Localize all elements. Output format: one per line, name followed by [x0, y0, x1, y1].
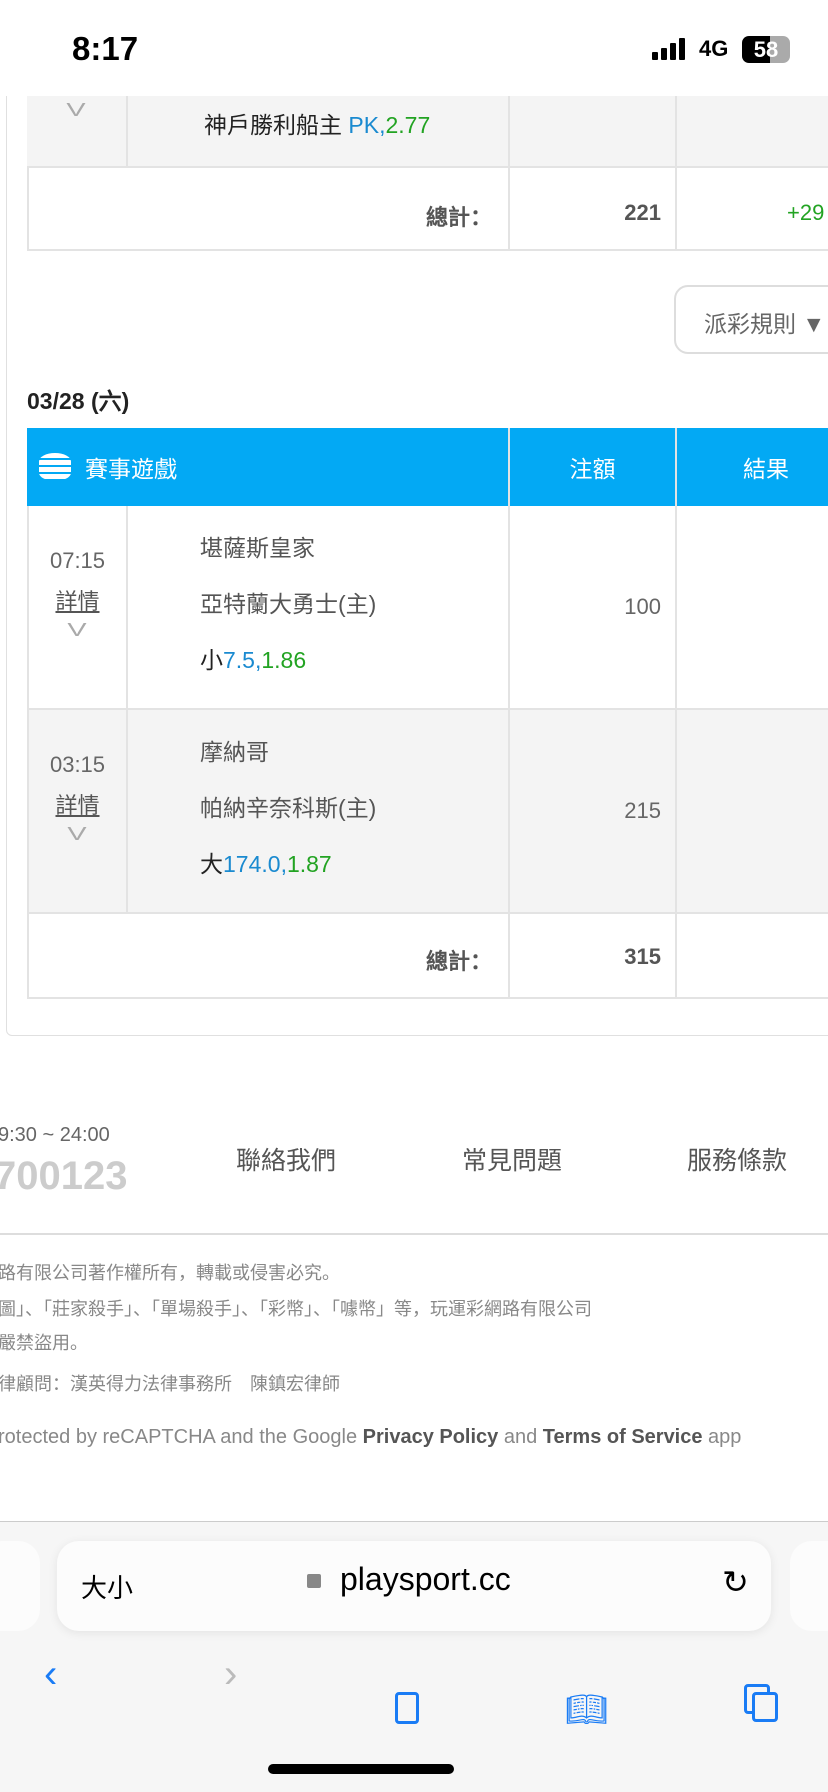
recaptcha-and: and [498, 1426, 543, 1448]
faq-link[interactable]: 常見問題 [462, 1147, 563, 1175]
total-label: 總計： [425, 205, 492, 230]
recaptcha-text: rotected by reCAPTCHA and the Google [0, 1426, 363, 1448]
date-heading: 03/28 (六) [27, 388, 130, 414]
next-tab-peek[interactable] [790, 1541, 828, 1631]
match-time: 07:15 [49, 548, 106, 573]
chevron-down-icon[interactable]: V [67, 824, 88, 844]
forward-icon[interactable]: › [224, 1652, 238, 1696]
total-label: 總計： [425, 949, 492, 974]
pick-odds: 1.87 [286, 851, 332, 877]
url-text[interactable]: playsport.cc [340, 1561, 511, 1597]
prev-total-label-cell: 總計： [27, 168, 510, 251]
detail-link[interactable]: 詳情 [55, 793, 100, 818]
bet-type: PK [348, 112, 380, 138]
status-bar: 8:17 4G 58 [0, 0, 828, 96]
safari-toolbar: 大小 playsport.cc ↻ ‹ › 📖︎ [0, 1521, 828, 1792]
header-result: 結果 [677, 428, 828, 506]
home-indicator[interactable] [268, 1764, 454, 1774]
match-time: 03:15 [49, 752, 106, 777]
team-name: 神戶勝利船主 [204, 112, 342, 138]
prev-row-amount-cell [510, 96, 677, 168]
prev-tab-peek[interactable] [0, 1541, 40, 1631]
address-bar[interactable]: 大小 playsport.cc ↻ [57, 1541, 771, 1631]
recaptcha-notice: rotected by reCAPTCHA and the Google Pri… [0, 1426, 741, 1449]
signal-icon [652, 38, 685, 60]
table-row-game-cell: 堪薩斯皇家 亞特蘭大勇士(主) 小7.5,1.86 [128, 506, 510, 710]
chevron-down-icon[interactable]: V [66, 100, 87, 120]
table-row-time-cell: 07:15 詳情 V [27, 506, 128, 710]
terms-link[interactable]: 服務條款 [687, 1147, 788, 1175]
pick-odds: 1.86 [261, 647, 307, 673]
lock-icon [307, 1574, 321, 1588]
back-icon[interactable]: ‹ [44, 1652, 58, 1696]
table-row-game-cell: 摩納哥 帕納辛奈科斯(主) 大174.0,1.87 [128, 710, 510, 914]
away-team: 摩納哥 [200, 739, 269, 765]
legal-advisor-text: 律顧問：漢英得力法律事務所 陳鎮宏律師 [0, 1374, 340, 1394]
away-team: 堪薩斯皇家 [200, 535, 315, 561]
recaptcha-tail: app [702, 1426, 742, 1448]
pick-side: 大 [200, 851, 223, 877]
battery-icon: 58 [742, 36, 790, 63]
prev-row-game-cell: 神戶勝利船主 PK,2.77 [128, 96, 510, 168]
clock: 8:17 [72, 30, 139, 67]
total-result-cell [677, 914, 828, 999]
total-amount: 315 [624, 944, 661, 969]
header-game-label: 賽事遊戲 [85, 456, 177, 482]
header-game: 賽事遊戲 [27, 428, 510, 506]
home-team: 亞特蘭大勇士(主) [200, 591, 377, 617]
service-hours: 9:30 ~ 24:00 [0, 1124, 110, 1146]
table-row-amount: 100 [510, 506, 677, 710]
chevron-down-icon[interactable]: V [67, 620, 88, 640]
privacy-policy-link[interactable]: Privacy Policy [362, 1426, 499, 1448]
trademark-text: 圖」、「莊家殺手」、「單場殺手」、「彩幣」、「噱幣」等，玩運彩網路有限公司 [0, 1299, 592, 1319]
odds: 2.77 [385, 112, 431, 138]
pick: 大174.0,1.87 [200, 851, 332, 877]
pick-line: 7.5 [223, 647, 255, 673]
trademark-text-2: 嚴禁盜用。 [0, 1333, 88, 1353]
prev-row-result-cell [677, 96, 828, 168]
tabs-icon[interactable] [744, 1684, 778, 1722]
terms-of-service-link[interactable]: Terms of Service [542, 1426, 703, 1448]
pick: 小7.5,1.86 [200, 647, 307, 673]
total-amount-cell: 315 [510, 914, 677, 999]
prev-total-amount-cell: 221 [510, 168, 677, 251]
network-label: 4G [699, 36, 729, 61]
total-amount: 221 [624, 200, 661, 225]
total-label-cell: 總計： [27, 914, 510, 999]
contact-us-link[interactable]: 聯絡我們 [236, 1147, 337, 1175]
footer-divider [0, 1233, 828, 1235]
detail-link[interactable]: 詳情 [55, 589, 100, 614]
table-row-time-cell: 03:15 詳情 V [27, 710, 128, 914]
home-team: 帕納辛奈科斯(主) [200, 795, 377, 821]
table-row-amount: 215 [510, 710, 677, 914]
coins-icon [39, 453, 71, 481]
header-amount: 注額 [510, 428, 677, 506]
prev-row-time-cell: V [27, 96, 128, 168]
table-row-result [677, 506, 828, 710]
prev-total-result-cell: +29 [677, 168, 828, 251]
web-content: V 神戶勝利船主 PK,2.77 總計： 221 +29 派彩規則 ▼ 03/2… [0, 96, 828, 1521]
service-phone: 700123 [0, 1154, 128, 1198]
payout-rules-button[interactable]: 派彩規則 ▼ [674, 285, 828, 354]
copyright-text: 路有限公司著作權所有，轉載或侵害必究。 [0, 1263, 340, 1283]
text-size-button[interactable]: 大小 [81, 1573, 134, 1603]
total-result: +29 [787, 200, 825, 225]
pick-side: 小 [200, 647, 223, 673]
bets-card [6, 96, 828, 1036]
reload-icon[interactable]: ↻ [722, 1564, 749, 1600]
table-row-result [677, 710, 828, 914]
bookmarks-icon[interactable]: 📖︎ [565, 1691, 609, 1729]
share-icon[interactable] [395, 1692, 419, 1724]
pick-line: 174.0 [223, 851, 281, 877]
